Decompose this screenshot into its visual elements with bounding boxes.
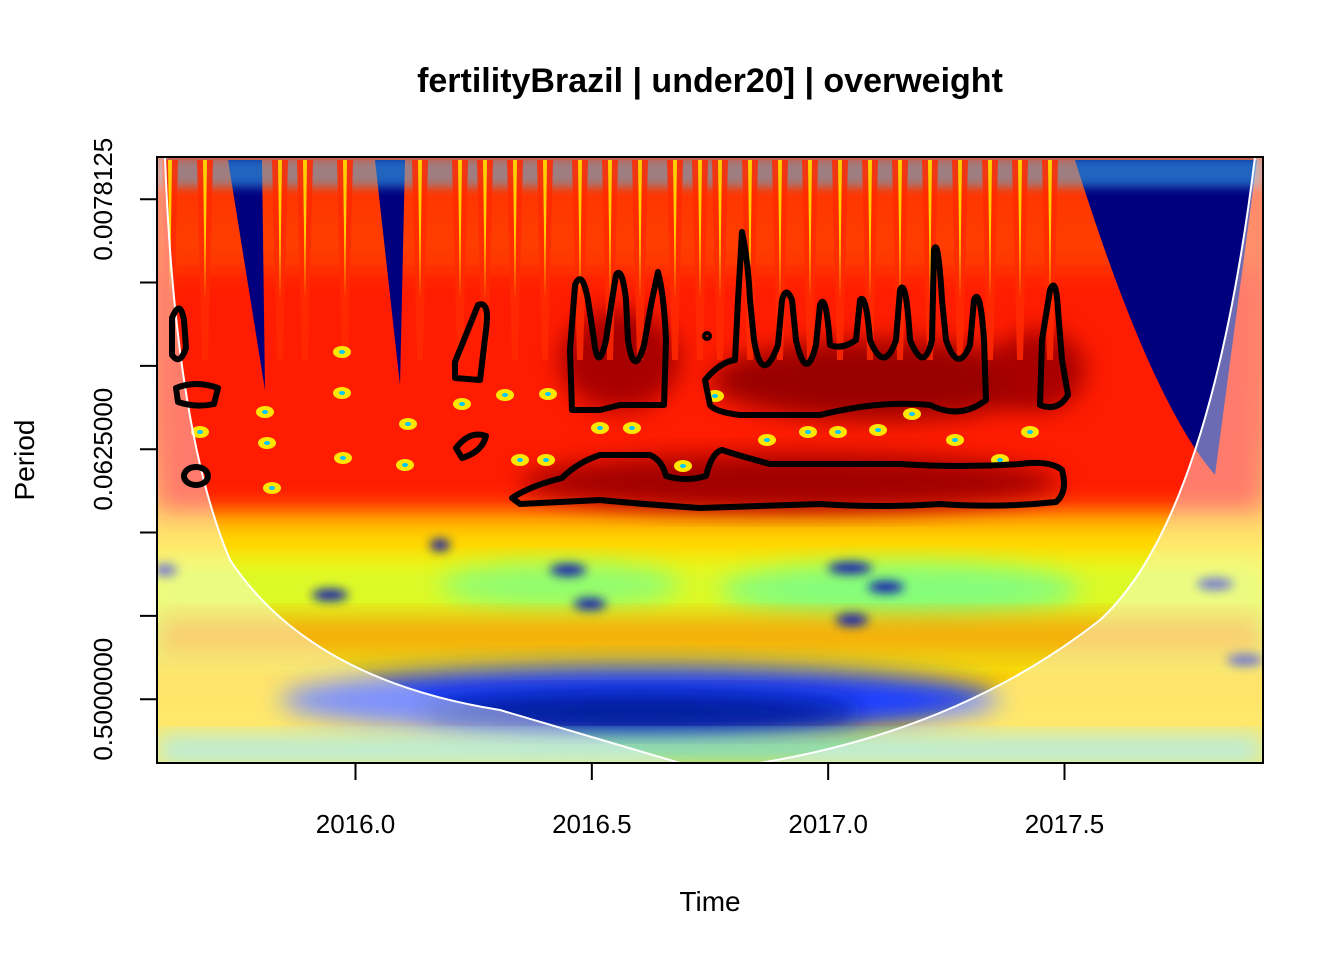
ridge-core [543,160,547,300]
spot-core [764,438,770,442]
ridge-core [748,160,752,300]
spot-core [517,458,523,462]
ridge-core [868,160,872,300]
y-axis-label: Period [9,420,40,501]
ridge-core [673,160,677,300]
ridge-core [168,160,172,300]
ridge-core [778,160,782,300]
spot-core [909,412,915,416]
ridge-core [958,160,962,300]
ridge-core [578,160,582,300]
ridge-core [203,160,207,300]
contour-dot [702,331,712,341]
ridge-core [458,160,462,300]
ridge-core [278,160,282,300]
spot-core [875,428,881,432]
spot-core [805,430,811,434]
x-axis: 2016.0 2016.5 2017.0 2017.5 [316,762,1105,839]
ridge-core [303,160,307,300]
ridge-core [808,160,812,300]
spot-core [543,458,549,462]
spot-core [269,486,275,490]
spot-core [459,402,465,406]
spot-core [340,456,346,460]
spot-core [997,458,1003,462]
spot-core [402,463,408,467]
spot-core [712,394,718,398]
x-tick-label: 2016.5 [552,809,632,839]
y-axis: 0.0078125 0.0625000 0.5000000 [88,138,158,761]
spot-core [264,441,270,445]
contour-left-upper [169,305,189,363]
spot-core [339,350,345,354]
ridge-core [483,160,487,300]
spot-core [1027,430,1033,434]
spot-core [405,422,411,426]
contour-small-a [452,301,490,383]
spot-core [629,426,635,430]
contour-upper-middle [567,269,669,413]
power-spots [191,346,1039,494]
ridge-core [343,160,347,300]
contour-upper-right [702,229,989,418]
ridge-core [988,160,992,300]
ridge-core [698,160,702,300]
spot-core [835,430,841,434]
spot-core [597,426,603,430]
x-tick-label: 2017.0 [788,809,868,839]
spot-core [339,391,345,395]
ridge-core [608,160,612,300]
contour-main-band [509,447,1067,511]
ridge-core [1018,160,1022,300]
y-tick-label: 0.0078125 [88,138,118,261]
spot-core [197,430,203,434]
spot-core [262,410,268,414]
contour-left-small [181,464,211,488]
x-axis-label: Time [679,886,740,917]
ridge-core [928,160,932,300]
spot-core [502,393,508,397]
ridge-core [638,160,642,300]
contour-small-b [453,431,489,461]
x-tick-label: 2016.0 [316,809,396,839]
significance-contours [169,229,1071,511]
y-tick-label: 0.5000000 [88,638,118,761]
ridge-core [418,160,422,300]
y-tick-label: 0.0625000 [88,388,118,511]
plot-area [157,157,1263,763]
frequency-ridges [162,160,1058,360]
ridge-core [838,160,842,300]
contour-upper-far-right [1037,282,1071,410]
ridge-core [898,160,902,300]
contour-left-mid [173,381,221,409]
ridge-core [1048,160,1052,300]
chart-title: fertilityBrazil | under20] | overweight [417,62,1003,100]
spot-core [952,438,958,442]
spot-core [680,464,686,468]
ridge-core [718,160,722,300]
x-tick-label: 2017.5 [1025,809,1105,839]
spot-core [545,392,551,396]
ridge-core [513,160,517,300]
